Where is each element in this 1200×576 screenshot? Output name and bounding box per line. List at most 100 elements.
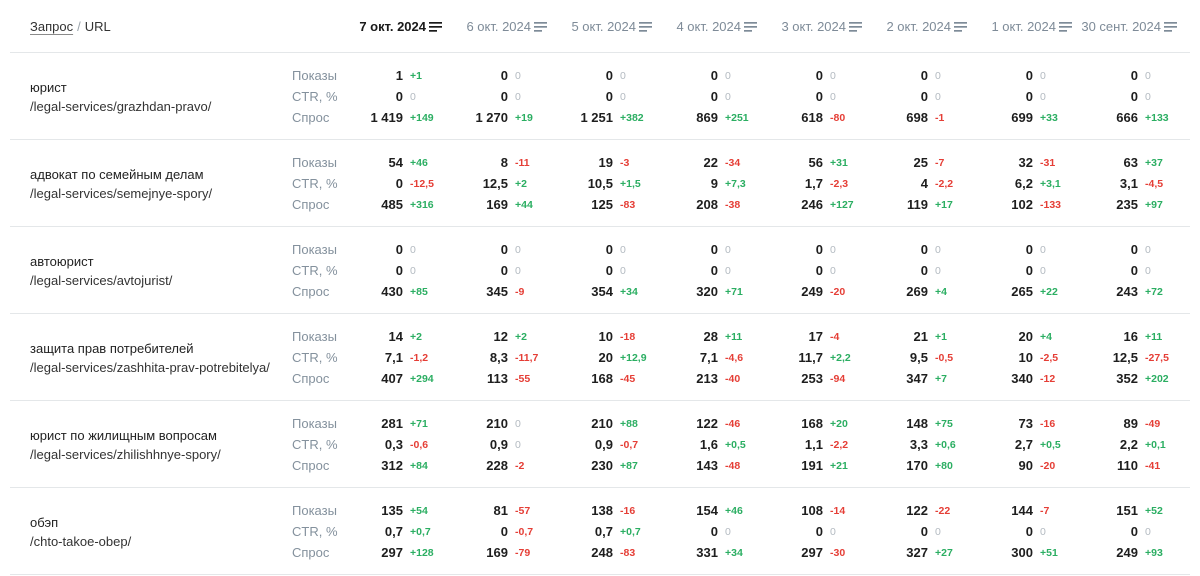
table-header: Запрос / URL 7 окт. 2024 6 окт. 2024 5 окт. … <box>10 0 1190 53</box>
metric-label: Спрос <box>292 458 330 473</box>
metric-value: 1,7 <box>804 176 823 191</box>
column-header-date-0[interactable]: 7 окт. 2024 <box>344 19 449 34</box>
query-sort-link[interactable]: Запрос <box>30 18 74 34</box>
metric-value: 430 <box>381 284 403 299</box>
metric-delta: -133 <box>1040 198 1062 211</box>
metric-label: CTR, % <box>292 89 338 104</box>
metric-label: Спрос <box>292 110 330 125</box>
url-link[interactable]: /legal-services/zhilishhnye-spory/ <box>30 446 221 462</box>
query-link[interactable]: автоюрист <box>30 253 94 269</box>
column-header-date-3[interactable]: 4 окт. 2024 <box>659 19 764 34</box>
metric-cell: 4 -2,2 <box>869 173 974 194</box>
metric-value: 1 251 <box>580 110 613 125</box>
metric-value: 0 <box>815 524 823 539</box>
column-header-date-7[interactable]: 30 сент. 2024 <box>1079 19 1184 34</box>
column-header-date-2[interactable]: 5 окт. 2024 <box>554 19 659 34</box>
metric-cell: 7,1 -4,6 <box>659 347 764 368</box>
metric-value: 213 <box>696 371 718 386</box>
metric-label: Показы <box>292 503 337 518</box>
metric-value: 869 <box>696 110 718 125</box>
metric-delta: -11 <box>515 156 530 169</box>
metric-delta: +149 <box>410 111 434 124</box>
metric-delta: -7 <box>1040 504 1050 517</box>
metric-value: 2,7 <box>1014 437 1033 452</box>
metric-cell: 327 +27 <box>869 542 974 563</box>
metric-cell: 430 +85 <box>344 281 449 302</box>
metric-value: 0 <box>395 89 403 104</box>
query-link[interactable]: юрист <box>30 79 67 95</box>
metric-value: 12 <box>493 329 508 344</box>
metric-value: 154 <box>696 503 718 518</box>
query-link[interactable]: обэп <box>30 514 59 530</box>
metric-delta: -2 <box>515 459 525 472</box>
metric-cell: 0,7 +0,7 <box>344 521 449 542</box>
metric-delta: -2,2 <box>935 177 954 190</box>
metric-value: 169 <box>486 197 508 212</box>
date-column-1: 81 -57 0 -0,7 169 -79 <box>449 500 554 563</box>
metric-value: 143 <box>696 458 718 473</box>
date-column-0: 54 +46 0 -12,5 485 +316 <box>344 152 449 215</box>
metric-value: 12,5 <box>482 176 508 191</box>
query-url-header: Запрос / URL <box>30 19 292 34</box>
metric-value: 0 <box>605 68 613 83</box>
metric-cell: 8,3 -11,7 <box>449 347 554 368</box>
metric-value: 1,6 <box>699 437 718 452</box>
url-link[interactable]: /legal-services/zashhita-prav-potrebitel… <box>30 359 270 375</box>
metric-cell: 228 -2 <box>449 455 554 476</box>
query-link[interactable]: адвокат по семейным делам <box>30 166 204 182</box>
query-url-cell: обэп/chto-takoe-obep/ <box>30 515 292 549</box>
metric-value: 9,5 <box>909 350 928 365</box>
url-link[interactable]: /legal-services/avtojurist/ <box>30 272 173 288</box>
metric-value: 7,1 <box>699 350 718 365</box>
metric-label: Показы <box>292 416 337 431</box>
url-sort-link[interactable]: URL <box>84 18 111 34</box>
metric-delta: -46 <box>725 417 741 430</box>
metric-cell: 135 +54 <box>344 500 449 521</box>
date-column-3: 122 -46 1,6 +0,5 143 -48 <box>659 413 764 476</box>
metric-cell: 63 +37 <box>1079 152 1184 173</box>
metric-delta: +27 <box>935 546 953 559</box>
date-label: 30 сент. 2024 <box>1081 18 1161 34</box>
table-row: адвокат по семейным делам/legal-services… <box>10 140 1190 227</box>
column-header-date-5[interactable]: 2 окт. 2024 <box>869 19 974 34</box>
metric-value: 331 <box>696 545 718 560</box>
metric-value: 17 <box>808 329 823 344</box>
metric-value: 345 <box>486 284 508 299</box>
metric-cell: 297 +128 <box>344 542 449 563</box>
metric-delta: +54 <box>410 504 428 517</box>
url-link[interactable]: /legal-services/grazhdan-pravo/ <box>30 98 212 114</box>
metric-cell: 12,5 -27,5 <box>1079 347 1184 368</box>
metric-cell: 148 +75 <box>869 413 974 434</box>
metric-value: 56 <box>808 155 823 170</box>
metric-delta: -12,5 <box>410 177 434 190</box>
metric-value: 0 <box>605 263 613 278</box>
metric-value: 1,1 <box>804 437 823 452</box>
column-header-date-1[interactable]: 6 окт. 2024 <box>449 19 554 34</box>
sort-icon <box>849 22 862 32</box>
column-header-date-4[interactable]: 3 окт. 2024 <box>764 19 869 34</box>
metric-cell: 125 -83 <box>554 194 659 215</box>
query-link[interactable]: юрист по жилищным вопросам <box>30 427 217 443</box>
metric-delta: +7,3 <box>725 177 746 190</box>
metric-value: 0 <box>1130 89 1138 104</box>
metric-value: 0 <box>710 524 718 539</box>
metric-delta: -3 <box>620 156 630 169</box>
metric-value: 25 <box>913 155 928 170</box>
column-header-date-6[interactable]: 1 окт. 2024 <box>974 19 1079 34</box>
metric-delta: +20 <box>830 417 848 430</box>
metric-cell: 230 +87 <box>554 455 659 476</box>
url-link[interactable]: /chto-takoe-obep/ <box>30 533 132 549</box>
metric-delta: -11,7 <box>515 351 539 364</box>
metric-label: Показы <box>292 155 337 170</box>
metric-cell: 0 -12,5 <box>344 173 449 194</box>
metric-delta: +72 <box>1145 285 1163 298</box>
date-column-0: 135 +54 0,7 +0,7 297 +128 <box>344 500 449 563</box>
metric-delta: -16 <box>1040 417 1056 430</box>
metric-delta: +4 <box>1040 330 1052 343</box>
url-link[interactable]: /legal-services/semejnye-spory/ <box>30 185 213 201</box>
metric-value: 0 <box>920 89 928 104</box>
query-link[interactable]: защита прав потребителей <box>30 340 194 356</box>
